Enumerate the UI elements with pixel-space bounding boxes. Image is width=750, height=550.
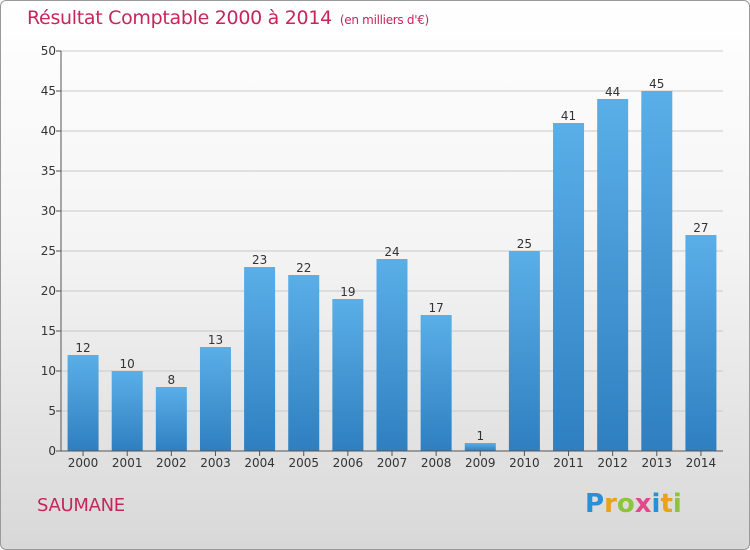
x-tick-label: 2007 [377, 456, 408, 470]
bar [67, 355, 99, 451]
bar [376, 259, 408, 451]
x-tick-label: 2013 [642, 456, 673, 470]
x-tick-label: 2008 [421, 456, 452, 470]
x-tick-label: 2001 [112, 456, 143, 470]
y-tick-label: 20 [41, 284, 56, 298]
labels: 0 5 10 15 20 25 30 35 40 45 50 2000 12 2001 10 2002 8 200… [41, 44, 716, 470]
data-label: 17 [428, 301, 443, 315]
y-tick-label: 0 [48, 444, 56, 458]
x-tick-label: 2006 [333, 456, 364, 470]
data-label: 25 [517, 237, 532, 251]
y-tick-label: 10 [41, 364, 56, 378]
bar [199, 347, 231, 451]
data-label: 10 [120, 357, 135, 371]
x-tick-label: 2002 [156, 456, 187, 470]
bar [597, 99, 629, 451]
data-label: 13 [208, 333, 223, 347]
x-tick-label: 2004 [244, 456, 275, 470]
data-label: 23 [252, 253, 267, 267]
chart-unit-label: (en milliers d'€) [339, 13, 429, 27]
commune-name: SAUMANE [37, 495, 125, 516]
data-label: 1 [476, 429, 484, 443]
x-tick-label: 2005 [288, 456, 319, 470]
bar [111, 371, 143, 451]
data-label: 22 [296, 261, 311, 275]
data-label: 27 [693, 221, 708, 235]
logo-letter: P [585, 489, 605, 519]
bar [641, 91, 673, 451]
x-tick-label: 2003 [200, 456, 231, 470]
logo-letter: i [672, 489, 682, 519]
data-label: 24 [384, 245, 399, 259]
y-tick-label: 35 [41, 164, 56, 178]
bars [67, 91, 717, 451]
data-label: 44 [605, 85, 620, 99]
data-label: 19 [340, 285, 355, 299]
y-tick-label: 25 [41, 244, 56, 258]
logo-letter: t [660, 489, 673, 519]
logo-letter: i [651, 489, 661, 519]
data-label: 8 [168, 373, 176, 387]
x-tick-label: 2010 [509, 456, 540, 470]
y-tick-label: 15 [41, 324, 56, 338]
axes [56, 50, 723, 456]
data-label: 45 [649, 77, 664, 91]
y-tick-label: 50 [41, 44, 56, 58]
bar [685, 235, 717, 451]
logo-letter: x [634, 489, 652, 519]
bar [155, 387, 187, 451]
logo-letter: r [604, 489, 617, 519]
logo-letter: o [616, 489, 635, 519]
y-tick-label: 45 [41, 84, 56, 98]
bar [553, 123, 585, 451]
bar [508, 251, 540, 451]
x-tick-label: 2014 [686, 456, 717, 470]
bar [332, 299, 364, 451]
y-tick-label: 5 [48, 404, 56, 418]
y-tick-label: 30 [41, 204, 56, 218]
y-tick-label: 40 [41, 124, 56, 138]
data-label: 12 [75, 341, 90, 355]
bar [244, 267, 276, 451]
bar [288, 275, 320, 451]
data-label: 41 [561, 109, 576, 123]
x-tick-label: 2009 [465, 456, 496, 470]
chart-title-text: Résultat Comptable 2000 à 2014 [27, 7, 332, 29]
x-tick-label: 2012 [597, 456, 628, 470]
x-tick-label: 2000 [68, 456, 99, 470]
bar [464, 443, 496, 451]
bar [420, 315, 452, 451]
proxiti-logo: Proxiti [585, 489, 682, 519]
chart-title: Résultat Comptable 2000 à 2014 (en millie… [27, 7, 429, 29]
x-tick-label: 2011 [553, 456, 584, 470]
